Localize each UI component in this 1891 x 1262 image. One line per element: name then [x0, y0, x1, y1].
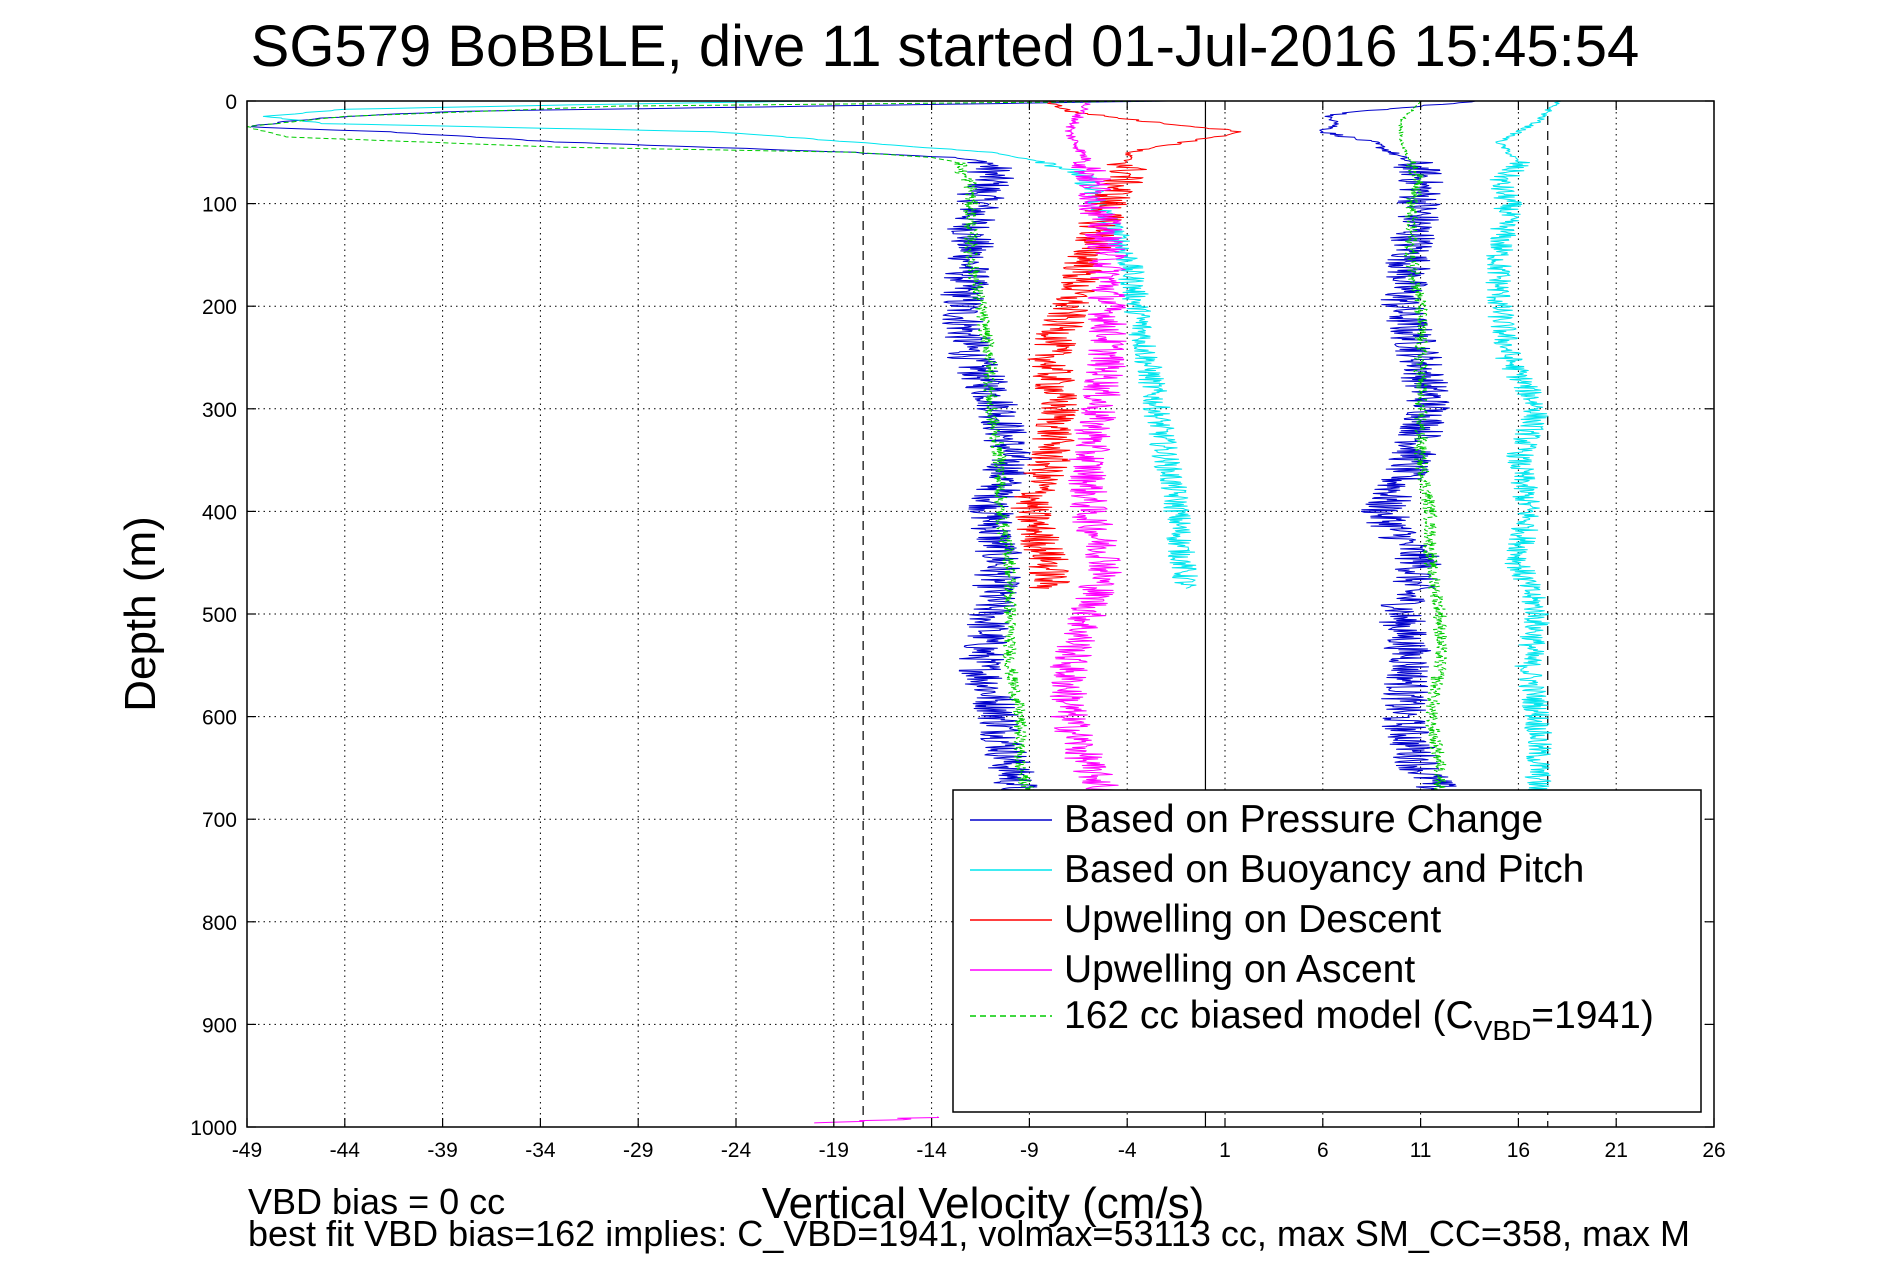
legend-label-text: Based on Buoyancy and Pitch	[1064, 848, 1584, 891]
x-tick-label: 16	[1507, 1139, 1530, 1162]
y-tick-label: 400	[202, 501, 237, 524]
series-lines	[247, 101, 1562, 1124]
y-tick-label: 700	[202, 809, 237, 832]
y-tick-label: 900	[202, 1014, 237, 1037]
legend-label-text: 162 cc biased model (C	[1064, 994, 1474, 1037]
series-line-0-1	[1319, 101, 1476, 795]
x-tick-label: 1	[1219, 1139, 1231, 1162]
chart-title: SG579 BoBBLE, dive 11 started 01-Jul-201…	[251, 14, 1640, 79]
legend-label: 162 cc biased model (CVBD=1941)	[1064, 994, 1654, 1046]
legend-label: Upwelling on Ascent	[1064, 948, 1415, 991]
legend-label-suffix: =1941)	[1531, 994, 1654, 1037]
y-axis-ticks: 0 100 200 300 400 500 600 700 800 900 1000	[190, 91, 1714, 1140]
best-fit-note: best fit VBD bias=162 implies: C_VBD=194…	[248, 1213, 1690, 1254]
y-axis-label: Depth (m)	[116, 516, 165, 712]
x-tick-label: -49	[232, 1139, 262, 1162]
x-tick-label: -24	[721, 1139, 752, 1162]
x-tick-label: -39	[427, 1139, 457, 1162]
legend-label-text: Upwelling on Descent	[1064, 898, 1441, 941]
x-tick-label: -14	[916, 1139, 947, 1162]
x-tick-label: -34	[525, 1139, 556, 1162]
legend-label: Upwelling on Descent	[1064, 898, 1441, 941]
series-line-1-1	[1485, 101, 1562, 795]
legend-box	[952, 789, 1702, 1113]
series-line-3-1	[814, 1116, 940, 1124]
x-tick-label: -4	[1118, 1139, 1137, 1162]
x-tick-label: 26	[1702, 1139, 1725, 1162]
y-tick-label: 600	[202, 707, 237, 730]
x-axis-label: Vertical Velocity (cm/s)	[762, 1179, 1205, 1228]
series-line-0-0	[251, 101, 1169, 795]
x-tick-label: 21	[1605, 1139, 1628, 1162]
series-line-4-0	[247, 101, 1169, 795]
x-tick-label: -9	[1020, 1139, 1039, 1162]
legend-label: Based on Pressure Change	[1064, 798, 1543, 841]
y-tick-label: 1000	[190, 1117, 237, 1140]
vbd-bias-note: VBD bias = 0 cc	[248, 1181, 505, 1222]
y-tick-label: 300	[202, 399, 237, 422]
x-tick-label: 6	[1317, 1139, 1329, 1162]
y-tick-label: 500	[202, 604, 237, 627]
x-tick-label: -29	[623, 1139, 653, 1162]
legend-label-text: Upwelling on Ascent	[1064, 948, 1415, 991]
legend-label: Based on Buoyancy and Pitch	[1064, 848, 1584, 891]
y-tick-label: 800	[202, 912, 237, 935]
legend: Based on Pressure Change Based on Buoyanc…	[952, 789, 1702, 1113]
legend-label-subscript: VBD	[1474, 1015, 1532, 1046]
x-tick-label: -44	[330, 1139, 361, 1162]
y-tick-label: 200	[202, 296, 237, 319]
series-line-4-1	[1398, 101, 1448, 795]
x-tick-label: -19	[819, 1139, 849, 1162]
x-axis-ticks: -49 -44 -39 -34 -29 -24 -19 -14 -9 -4 1 6 11 16 21 26	[232, 101, 1726, 1162]
series-line-1-0	[262, 101, 1198, 589]
legend-label-text: Based on Pressure Change	[1064, 798, 1543, 841]
x-tick-label: 11	[1410, 1139, 1432, 1162]
y-tick-label: 100	[202, 194, 237, 217]
series-line-2-0	[1010, 101, 1242, 589]
y-tick-label: 0	[225, 91, 237, 114]
series-line-3-0	[1049, 101, 1128, 795]
